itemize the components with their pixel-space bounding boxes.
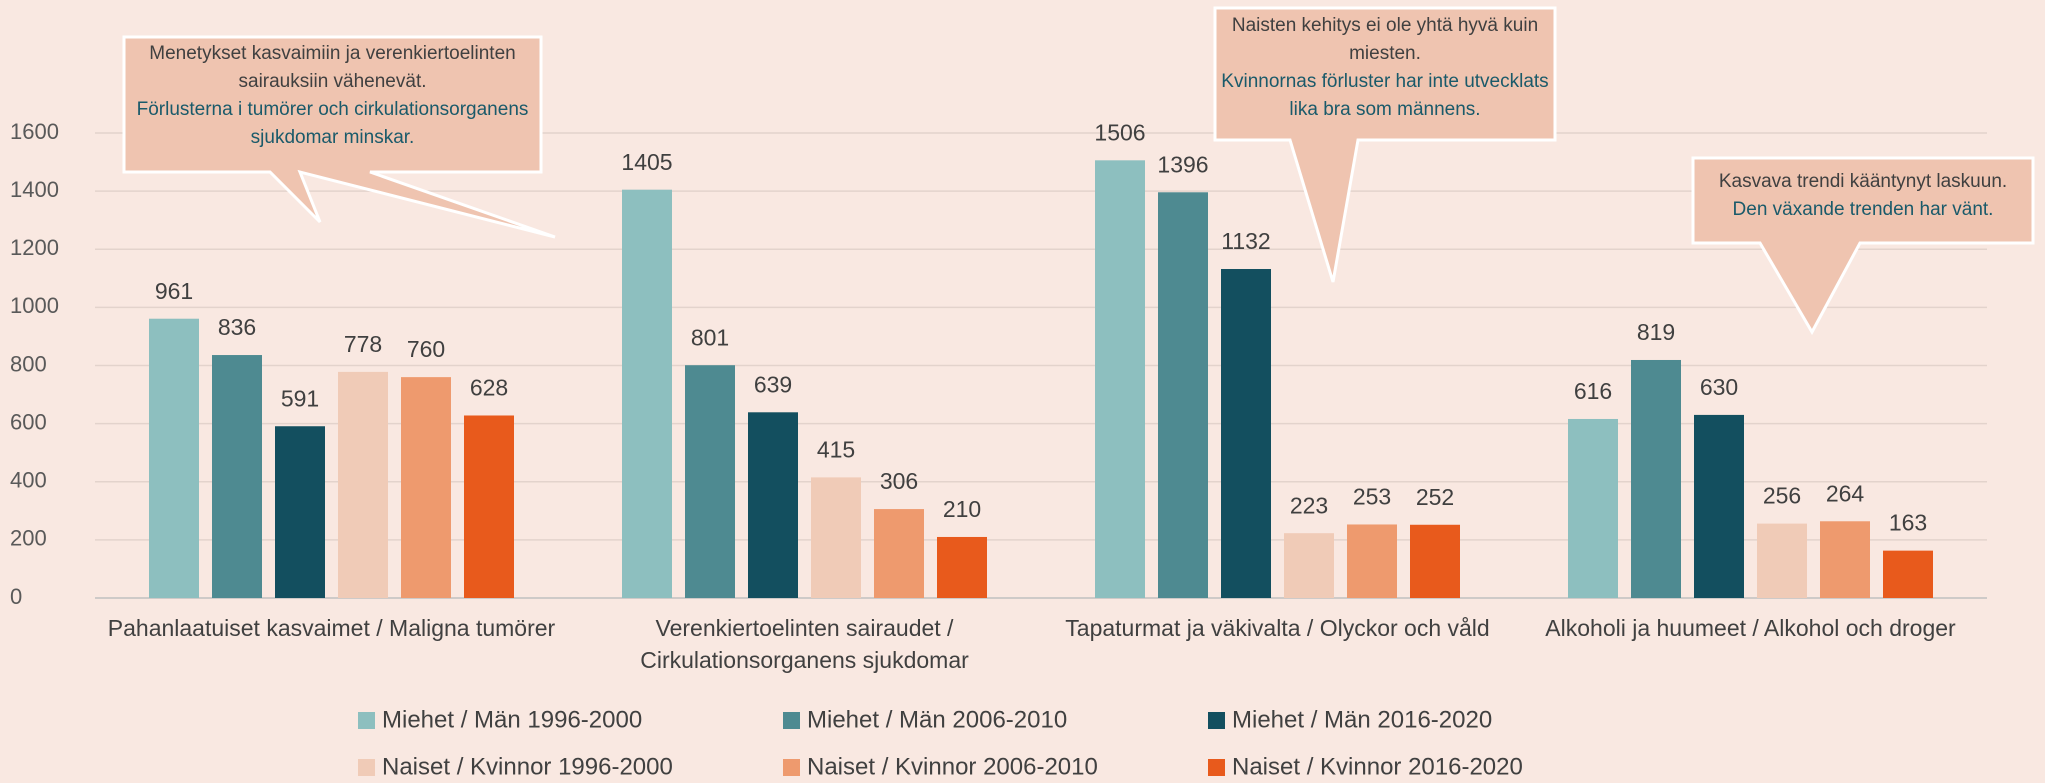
- bar: [1284, 533, 1334, 598]
- note-fi: Kasvava trendi kääntynyt laskuun.: [1718, 171, 2008, 192]
- bar: [1631, 359, 1681, 598]
- bar: [212, 355, 262, 598]
- x-tick-label: Tapaturmat ja väkivalta / Olyckor och vå…: [1065, 615, 1490, 641]
- bar: [1095, 160, 1145, 598]
- value-label: 778: [344, 331, 382, 357]
- legend-swatch: [1208, 759, 1225, 776]
- legend-label: Miehet / Män 1996-2000: [382, 706, 642, 733]
- callout-shape: [1213, 6, 1557, 283]
- value-label: 819: [1637, 319, 1675, 345]
- plot: 0 200 400 600 800 1000 1200 1400 1600 Pahanlaatui…: [10, 119, 1987, 780]
- bar: [464, 415, 514, 598]
- y-tick-label: 0: [10, 584, 22, 609]
- value-label: 630: [1700, 374, 1738, 400]
- bar: [1757, 523, 1807, 598]
- legend-swatch: [358, 712, 375, 729]
- legend-label: Naiset / Kvinnor 2016-2020: [1232, 753, 1523, 780]
- legend-label: Naiset / Kvinnor 1996-2000: [382, 753, 673, 780]
- bar: [748, 412, 798, 598]
- bar: [1221, 269, 1271, 598]
- bar: [1568, 418, 1618, 598]
- x-tick-label-box: Verenkiertoelinten sairaudet / Cirkulati…: [640, 615, 969, 673]
- legend-swatch: [1208, 712, 1225, 729]
- bar: [1410, 524, 1460, 598]
- bar: [685, 365, 735, 598]
- bar: [937, 536, 987, 598]
- y-tick-label: 600: [10, 409, 47, 434]
- y-tick-label: 1200: [10, 235, 59, 260]
- note-sv: Kvinnornas förluster har inte utvecklats…: [1221, 71, 1549, 120]
- bar: [1883, 550, 1933, 598]
- value-label: 760: [407, 336, 445, 362]
- value-label: 223: [1290, 492, 1328, 518]
- bar: [149, 318, 199, 598]
- value-label: 639: [754, 371, 792, 397]
- x-tick-label-box: Pahanlaatuiset kasvaimet / Maligna tumör…: [107, 615, 556, 641]
- legend-label: Miehet / Män 2006-2010: [807, 706, 1067, 733]
- x-tick-label-box: Alkoholi ja huumeet / Alkohol och droger: [1545, 615, 1956, 641]
- bar: [1158, 192, 1208, 598]
- y-tick-label: 1600: [10, 119, 59, 144]
- value-label: 1396: [1157, 151, 1208, 177]
- bar: [1694, 414, 1744, 598]
- y-tick-label: 400: [10, 468, 47, 493]
- y-tick-label: 1400: [10, 177, 59, 202]
- y-tick-label: 200: [10, 526, 47, 551]
- bar: [811, 477, 861, 598]
- value-label: 628: [470, 375, 508, 401]
- bar: [275, 426, 325, 598]
- value-label: 1132: [1221, 228, 1270, 254]
- value-label: 210: [943, 496, 981, 522]
- note-sv: Den växande trenden har vänt.: [1732, 199, 1994, 220]
- y-tick-label: 1000: [10, 293, 59, 318]
- value-label: 264: [1826, 480, 1865, 506]
- y-tick-label: 800: [10, 351, 47, 376]
- value-label: 163: [1889, 510, 1927, 536]
- note-sv: Förlusterna i tumörer och cirkulationsor…: [136, 99, 529, 148]
- bar: [1347, 524, 1397, 598]
- x-tick-label: Pahanlaatuiset kasvaimet / Maligna tumör…: [107, 615, 556, 641]
- legend-label: Miehet / Män 2016-2020: [1232, 706, 1492, 733]
- value-label: 253: [1353, 484, 1391, 510]
- callout: Kasvava trendi kääntynyt laskuun. Den väx…: [1718, 171, 2008, 220]
- value-label: 591: [281, 385, 319, 411]
- x-tick-label: Verenkiertoelinten sairaudet / Cirkulati…: [640, 615, 969, 673]
- x-tick-label-box: Tapaturmat ja väkivalta / Olyckor och vå…: [1065, 615, 1490, 641]
- value-label: 801: [691, 324, 729, 350]
- value-label: 256: [1763, 483, 1801, 509]
- callout: Menetykset kasvaimiin ja verenkiertoelin…: [136, 43, 529, 148]
- callout: Naisten kehitys ei ole yhtä hyvä kuin mi…: [1221, 15, 1549, 120]
- value-label: 836: [218, 314, 256, 340]
- callout-shape: [1691, 156, 2035, 336]
- value-label: 961: [155, 278, 193, 304]
- bar: [338, 371, 388, 598]
- bar: [874, 509, 924, 598]
- legend-swatch: [783, 759, 800, 776]
- value-label: 252: [1416, 484, 1454, 510]
- bar: [622, 189, 672, 598]
- value-label: 616: [1574, 378, 1612, 404]
- x-tick-label: Alkoholi ja huumeet / Alkohol och droger: [1545, 615, 1956, 641]
- callout-shape: [122, 35, 556, 239]
- callouts: [122, 6, 2035, 336]
- note-fi: Naisten kehitys ei ole yhtä hyvä kuin mi…: [1231, 15, 1539, 64]
- note-fi: Menetykset kasvaimiin ja verenkiertoelin…: [149, 43, 516, 92]
- legend-label: Naiset / Kvinnor 2006-2010: [807, 753, 1098, 780]
- legend-swatch: [783, 712, 800, 729]
- value-label: 1405: [621, 149, 672, 175]
- value-label: 306: [880, 468, 918, 494]
- legend-swatch: [358, 759, 375, 776]
- value-label: 415: [817, 436, 855, 462]
- value-label: 1506: [1094, 119, 1145, 145]
- bar: [1820, 521, 1870, 598]
- bar: [401, 377, 451, 598]
